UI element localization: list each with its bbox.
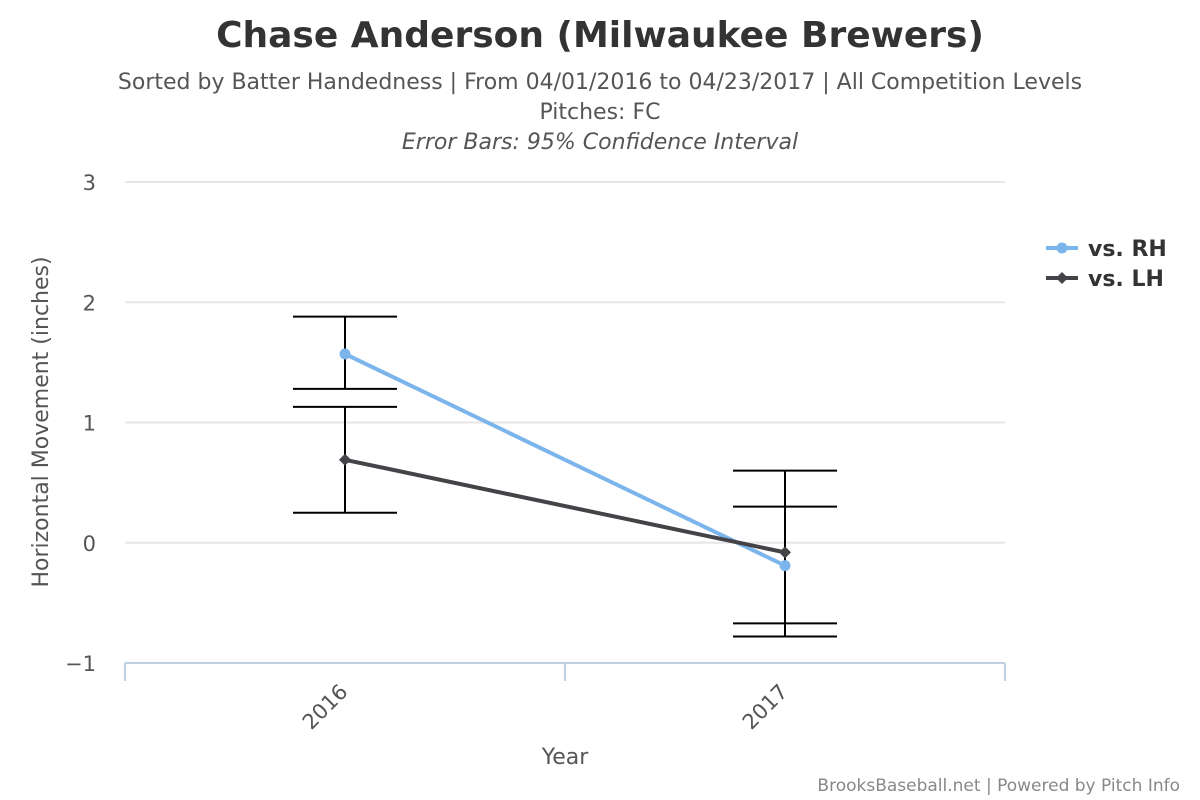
y-axis-title: Horizontal Movement (inches): [29, 256, 54, 587]
series-line: [344, 457, 786, 555]
y-tick-label: 2: [83, 291, 96, 315]
chart-credits[interactable]: BrooksBaseball.net | Powered by Pitch In…: [817, 776, 1180, 796]
error-bars: [293, 315, 837, 638]
series-vs-lh: [339, 453, 791, 559]
y-tick-label: 1: [83, 412, 96, 436]
y-tick-label: 3: [83, 171, 96, 195]
chart-pitch-filter: Pitches: FC: [540, 100, 661, 125]
legend-label: vs. RH: [1088, 237, 1167, 262]
y-axis-ticks: 3 2 1 0 −1: [65, 171, 96, 676]
data-point: [779, 546, 791, 559]
legend-marker: [1056, 272, 1068, 284]
series-vs-rh: [339, 348, 791, 572]
data-point: [339, 453, 351, 466]
chart-title: Chase Anderson (Milwaukee Brewers): [216, 15, 984, 56]
gridlines: [125, 181, 1005, 544]
legend-marker: [1056, 242, 1068, 254]
data-point: [779, 560, 791, 572]
x-tick-label: 2017: [738, 680, 793, 735]
plot-area: [293, 315, 837, 638]
data-point: [339, 348, 351, 360]
chart-error-bar-note: Error Bars: 95% Confidence Interval: [402, 130, 798, 155]
legend-label: vs. LH: [1088, 267, 1164, 292]
x-axis: 2016 2017: [124, 662, 1006, 735]
chart-subtitle: Sorted by Batter Handedness | From 04/01…: [118, 70, 1082, 95]
y-tick-label: −1: [65, 652, 96, 676]
legend: vs. RH vs. LH: [1046, 237, 1167, 292]
x-axis-title: Year: [541, 745, 590, 770]
x-tick-label: 2016: [298, 680, 353, 735]
legend-item-vs-rh[interactable]: vs. RH: [1046, 237, 1167, 262]
series-line: [344, 352, 786, 568]
legend-item-vs-lh[interactable]: vs. LH: [1046, 267, 1164, 292]
y-tick-label: 0: [83, 532, 96, 556]
